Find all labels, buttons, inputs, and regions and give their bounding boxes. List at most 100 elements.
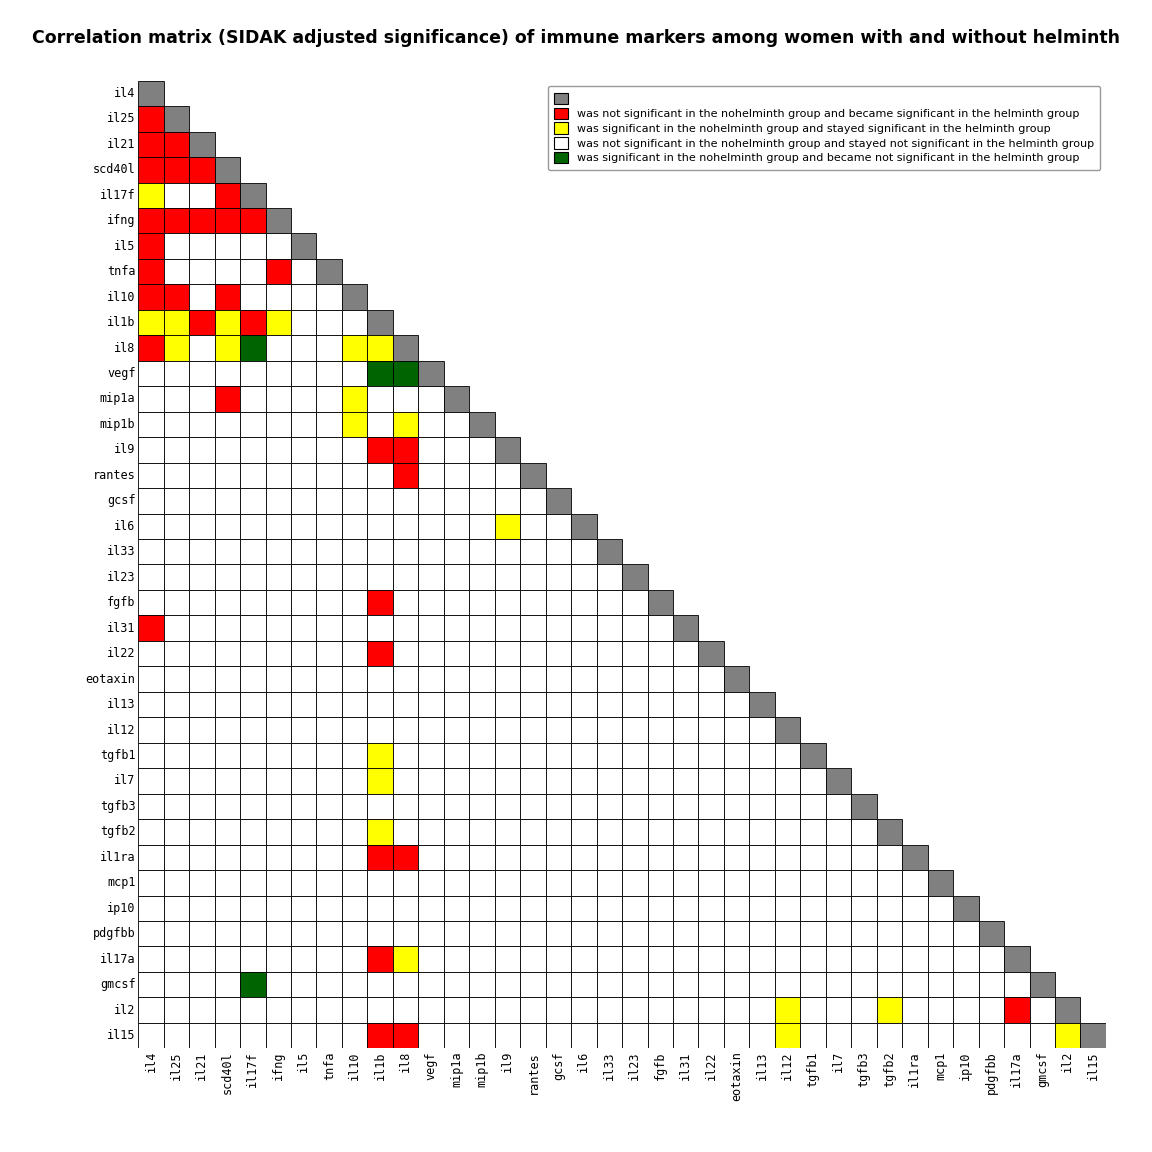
Bar <box>444 947 469 972</box>
Bar <box>927 972 953 998</box>
Bar <box>317 794 342 819</box>
Bar <box>698 998 723 1023</box>
Bar <box>189 692 214 718</box>
Bar <box>521 488 546 514</box>
Bar <box>266 590 291 615</box>
Bar <box>240 972 266 998</box>
Bar <box>138 1023 164 1048</box>
Bar <box>444 437 469 463</box>
Bar <box>317 310 342 335</box>
Bar <box>826 794 851 819</box>
Bar <box>775 895 801 920</box>
Bar <box>571 972 597 998</box>
Bar <box>214 234 240 259</box>
Bar <box>189 310 214 335</box>
Bar <box>622 998 647 1023</box>
Bar <box>189 564 214 590</box>
Bar <box>723 692 750 718</box>
Bar <box>266 692 291 718</box>
Bar <box>291 692 317 718</box>
Bar <box>877 870 902 895</box>
Bar <box>317 564 342 590</box>
Bar <box>189 844 214 870</box>
Bar <box>494 844 521 870</box>
Bar <box>597 666 622 692</box>
Bar <box>546 590 571 615</box>
Bar <box>418 463 444 488</box>
Bar <box>214 819 240 844</box>
Bar <box>622 743 647 768</box>
Bar <box>240 386 266 411</box>
Bar <box>240 768 266 794</box>
Bar <box>214 335 240 361</box>
Bar <box>214 998 240 1023</box>
Bar <box>317 361 342 386</box>
Bar <box>494 539 521 564</box>
Bar <box>851 1023 877 1048</box>
Bar <box>393 920 418 947</box>
Bar <box>418 844 444 870</box>
Bar <box>367 641 393 666</box>
Bar <box>444 539 469 564</box>
Bar <box>240 895 266 920</box>
Bar <box>138 285 164 310</box>
Bar <box>240 870 266 895</box>
Bar <box>317 615 342 641</box>
Bar <box>367 972 393 998</box>
Bar <box>291 972 317 998</box>
Bar <box>494 998 521 1023</box>
Bar <box>750 844 775 870</box>
Bar <box>622 692 647 718</box>
Bar <box>546 794 571 819</box>
Bar <box>571 564 597 590</box>
Bar <box>342 947 367 972</box>
Bar <box>571 844 597 870</box>
Bar <box>317 895 342 920</box>
Bar <box>775 1023 801 1048</box>
Bar <box>622 844 647 870</box>
Bar <box>521 870 546 895</box>
Bar <box>1005 947 1030 972</box>
Bar <box>214 259 240 285</box>
Bar <box>978 998 1005 1023</box>
Bar <box>317 972 342 998</box>
Bar <box>673 641 698 666</box>
Bar <box>418 998 444 1023</box>
Bar <box>647 1023 673 1048</box>
Bar <box>698 743 723 768</box>
Bar <box>1055 998 1081 1023</box>
Bar <box>164 564 189 590</box>
Bar <box>164 641 189 666</box>
Bar <box>317 335 342 361</box>
Bar <box>597 743 622 768</box>
Bar <box>826 768 851 794</box>
Bar <box>494 641 521 666</box>
Bar <box>367 411 393 437</box>
Bar <box>214 895 240 920</box>
Bar <box>444 870 469 895</box>
Bar <box>546 564 571 590</box>
Bar <box>291 819 317 844</box>
Bar <box>444 920 469 947</box>
Bar <box>826 947 851 972</box>
Bar <box>826 920 851 947</box>
Bar <box>444 794 469 819</box>
Bar <box>189 743 214 768</box>
Bar <box>164 285 189 310</box>
Bar <box>266 920 291 947</box>
Bar <box>189 437 214 463</box>
Bar <box>418 386 444 411</box>
Bar <box>214 641 240 666</box>
Bar <box>877 819 902 844</box>
Bar <box>698 794 723 819</box>
Bar <box>622 794 647 819</box>
Bar <box>342 794 367 819</box>
Bar <box>342 335 367 361</box>
Bar <box>444 564 469 590</box>
Bar <box>444 666 469 692</box>
Bar <box>138 209 164 234</box>
Bar <box>291 998 317 1023</box>
Bar <box>240 718 266 743</box>
Bar <box>775 718 801 743</box>
Bar <box>647 590 673 615</box>
